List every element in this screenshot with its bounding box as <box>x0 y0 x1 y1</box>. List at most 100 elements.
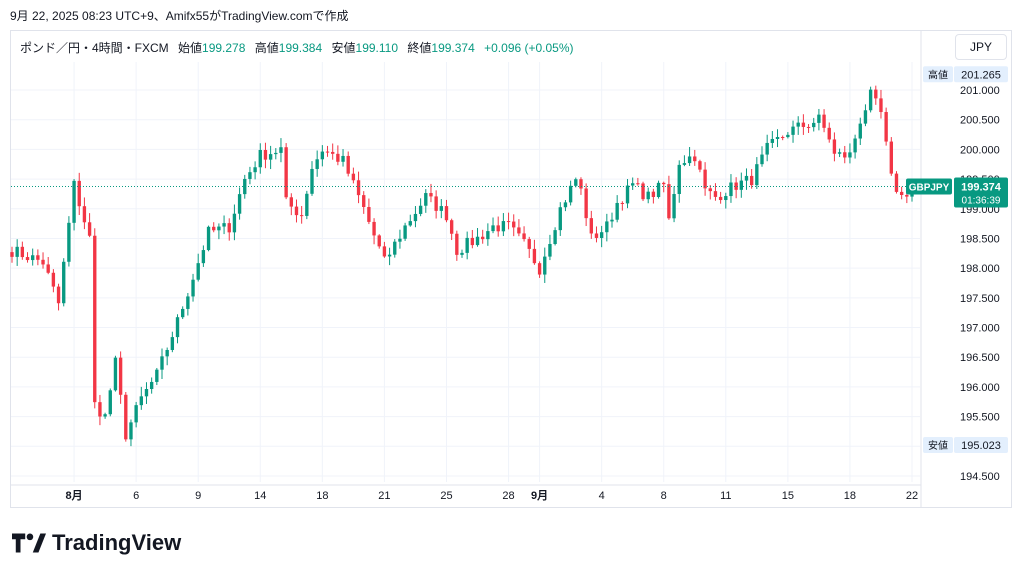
candle-body[interactable] <box>413 213 418 222</box>
candle-body[interactable] <box>687 156 692 164</box>
candle-body[interactable] <box>310 168 314 194</box>
candle-body[interactable] <box>817 114 821 123</box>
candle-body[interactable] <box>522 233 526 240</box>
candle-body[interactable] <box>749 175 754 186</box>
candle-body[interactable] <box>579 179 583 189</box>
candle-body[interactable] <box>41 259 45 265</box>
candle-body[interactable] <box>294 206 299 216</box>
candle-body[interactable] <box>589 218 593 234</box>
candle-body[interactable] <box>848 152 852 158</box>
candle-body[interactable] <box>449 220 454 234</box>
candle-body[interactable] <box>387 254 392 257</box>
candle-body[interactable] <box>362 195 366 208</box>
candle-body[interactable] <box>739 180 743 190</box>
candle-body[interactable] <box>894 173 899 192</box>
candle-body[interactable] <box>455 233 459 255</box>
candle-body[interactable] <box>439 206 443 211</box>
candle-body[interactable] <box>553 230 557 245</box>
candle-body[interactable] <box>874 89 878 99</box>
candle-body[interactable] <box>496 225 500 232</box>
candle-body[interactable] <box>393 241 397 255</box>
candle-body[interactable] <box>729 182 733 197</box>
candle-body[interactable] <box>346 155 350 174</box>
candle-body[interactable] <box>822 114 826 128</box>
candle-body[interactable] <box>677 164 681 195</box>
candle-body[interactable] <box>20 246 25 258</box>
candle-body[interactable] <box>853 138 857 153</box>
candle-body[interactable] <box>284 147 288 198</box>
candle-body[interactable] <box>703 169 707 189</box>
candle-body[interactable] <box>165 349 169 357</box>
candle-body[interactable] <box>82 206 87 223</box>
candle-body[interactable] <box>15 246 19 257</box>
candle-body[interactable] <box>517 227 521 234</box>
candle-body[interactable] <box>615 202 619 220</box>
candle-body[interactable] <box>336 153 340 162</box>
candle-body[interactable] <box>801 122 806 127</box>
candle-body[interactable] <box>315 159 319 169</box>
candle-body[interactable] <box>868 89 873 111</box>
candle-body[interactable] <box>475 236 480 246</box>
candle-body[interactable] <box>646 191 650 200</box>
candle-body[interactable] <box>289 197 293 207</box>
candle-body[interactable] <box>682 163 687 165</box>
candle-body[interactable] <box>103 414 107 417</box>
legend-symbol[interactable]: ポンド／円・4時間・FXCM <box>20 41 169 55</box>
candle-body[interactable] <box>641 183 645 200</box>
candle-body[interactable] <box>31 255 35 261</box>
candle-body[interactable] <box>651 191 656 198</box>
candle-body[interactable] <box>160 356 164 370</box>
candle-body[interactable] <box>884 112 888 142</box>
candle-body[interactable] <box>67 222 71 262</box>
candle-body[interactable] <box>434 196 438 211</box>
candle-body[interactable] <box>279 147 283 153</box>
candle-body[interactable] <box>10 252 14 257</box>
candle-body[interactable] <box>181 308 185 318</box>
candle-body[interactable] <box>129 422 133 440</box>
candle-body[interactable] <box>713 191 718 197</box>
candle-body[interactable] <box>625 185 630 204</box>
candle-body[interactable] <box>486 231 490 240</box>
candle-body[interactable] <box>118 357 123 395</box>
candle-body[interactable] <box>25 257 30 261</box>
candle-body[interactable] <box>610 219 614 222</box>
candle-body[interactable] <box>418 205 423 214</box>
candle-body[interactable] <box>584 188 588 219</box>
candle-body[interactable] <box>217 226 221 231</box>
candle-body[interactable] <box>139 396 143 406</box>
candle-body[interactable] <box>698 161 702 170</box>
candle-body[interactable] <box>331 151 335 154</box>
candle-body[interactable] <box>46 264 50 273</box>
candle-body[interactable] <box>662 182 666 185</box>
candle-body[interactable] <box>899 191 904 195</box>
candle-body[interactable] <box>263 149 268 160</box>
candle-body[interactable] <box>832 139 837 154</box>
candle-body[interactable] <box>470 237 475 246</box>
candle-body[interactable] <box>56 286 61 304</box>
candle-body[interactable] <box>631 183 635 186</box>
candle-body[interactable] <box>744 175 749 181</box>
candle-body[interactable] <box>87 222 92 236</box>
candle-body[interactable] <box>594 233 599 238</box>
candle-body[interactable] <box>460 252 464 255</box>
candle-body[interactable] <box>201 250 206 264</box>
candle-body[interactable] <box>36 255 40 260</box>
candle-body[interactable] <box>532 248 537 264</box>
candle-body[interactable] <box>879 98 883 113</box>
candle-body[interactable] <box>760 154 764 165</box>
candle-body[interactable] <box>858 123 862 139</box>
candle-body[interactable] <box>605 221 609 233</box>
candle-body[interactable] <box>791 126 795 135</box>
candle-body[interactable] <box>765 142 769 155</box>
candle-body[interactable] <box>558 207 562 231</box>
candle-body[interactable] <box>512 221 516 228</box>
candle-body[interactable] <box>424 193 428 206</box>
candle-body[interactable] <box>108 390 112 415</box>
candle-body[interactable] <box>672 194 676 219</box>
candle-body[interactable] <box>274 152 278 155</box>
candle-body[interactable] <box>372 221 376 236</box>
candle-body[interactable] <box>62 261 66 304</box>
candle-body[interactable] <box>377 235 381 247</box>
candle-body[interactable] <box>320 151 325 160</box>
candle-body[interactable] <box>113 357 118 391</box>
